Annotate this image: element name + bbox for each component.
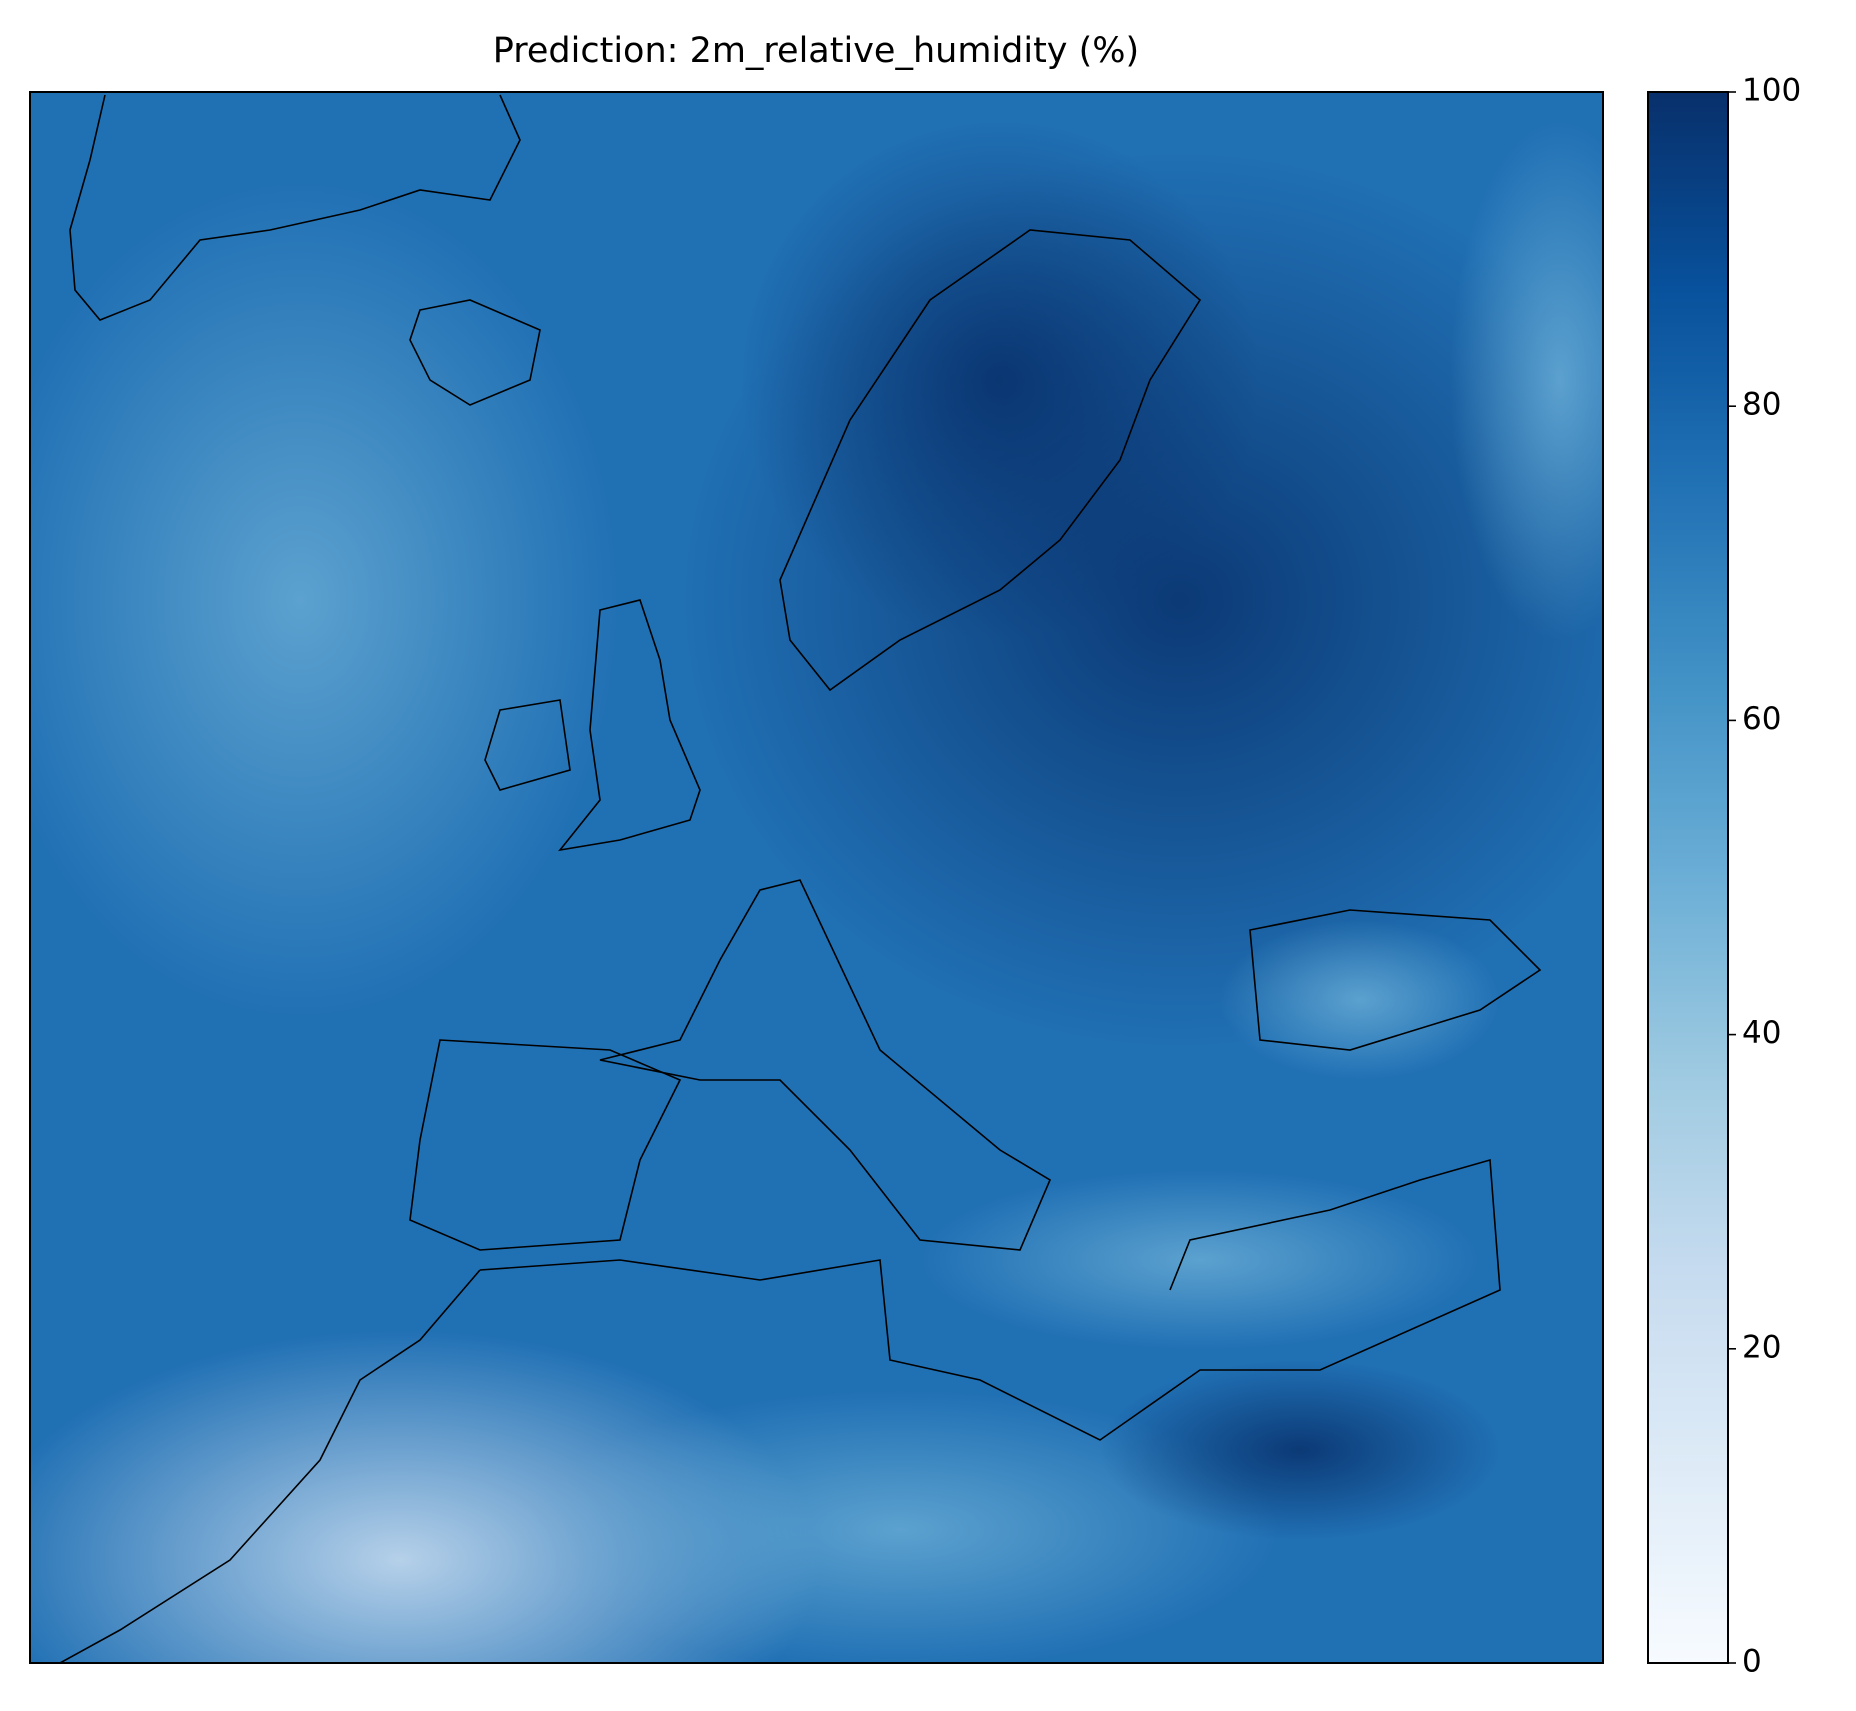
colorbar-tick-label: 100 <box>1742 73 1801 109</box>
colorbar-tick-label: 80 <box>1742 387 1781 423</box>
colorbar: 0 20 40 60 80 100 <box>1647 73 1801 1680</box>
colorbar-tick-label: 20 <box>1742 1329 1781 1365</box>
colorbar-fill <box>1647 91 1729 1664</box>
map-frame <box>29 91 1604 1664</box>
colorbar-tick-label: 0 <box>1742 1644 1762 1680</box>
colorbar-tick-label: 40 <box>1742 1015 1781 1051</box>
map <box>30 92 1603 1663</box>
colorbar-tick-label: 60 <box>1742 701 1781 737</box>
chart-title: Prediction: 2m_relative_humidity (%) <box>493 31 1139 71</box>
